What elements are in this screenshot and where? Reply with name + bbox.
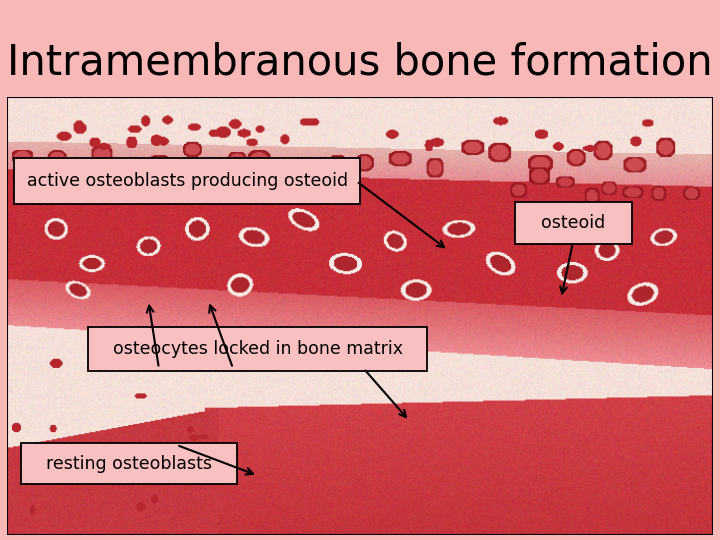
Text: active osteoblasts producing osteoid: active osteoblasts producing osteoid [27, 172, 348, 191]
FancyBboxPatch shape [89, 327, 427, 370]
Text: osteoid: osteoid [541, 214, 606, 232]
Text: Intramembranous bone formation: Intramembranous bone formation [7, 41, 713, 83]
Text: resting osteoblasts: resting osteoblasts [46, 455, 212, 472]
FancyBboxPatch shape [516, 202, 631, 244]
FancyBboxPatch shape [14, 158, 360, 204]
Text: osteocytes locked in bone matrix: osteocytes locked in bone matrix [113, 340, 402, 357]
FancyBboxPatch shape [22, 443, 236, 484]
